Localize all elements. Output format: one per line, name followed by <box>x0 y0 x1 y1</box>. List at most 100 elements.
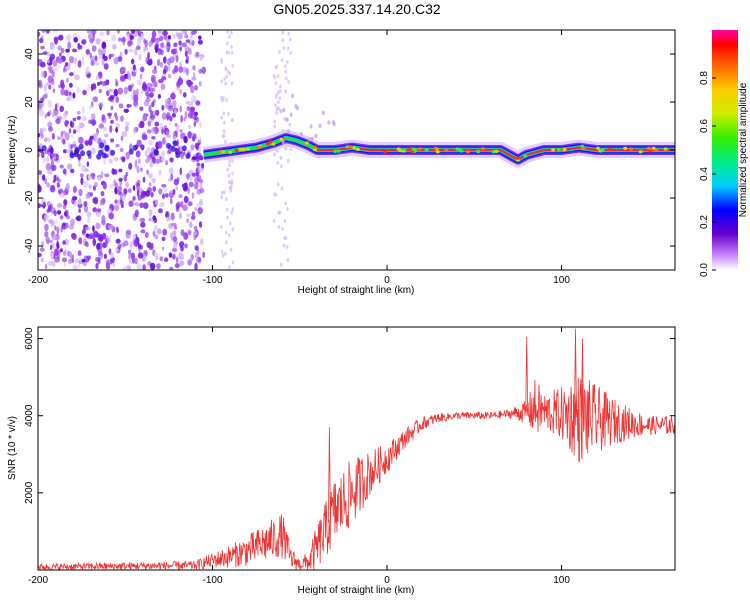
spectrogram-noise-dot <box>38 153 41 157</box>
spectrogram-noise-dot <box>279 109 283 114</box>
spectrogram-noise-dot <box>193 182 199 190</box>
spectrogram-noise-dot <box>231 63 234 68</box>
spectrogram-noise-dot <box>110 252 114 259</box>
spectrogram-noise-dot <box>134 159 138 167</box>
spectrogram-noise-dot <box>142 83 148 92</box>
spectrogram-noise-dot <box>101 81 105 87</box>
spectrogram-noise-dot <box>176 125 180 133</box>
spectrogram-y-tick-label: 20 <box>24 96 35 108</box>
spectrogram-noise-dot <box>60 83 65 89</box>
spectrogram-noise-dot <box>148 149 153 154</box>
spectrogram-noise-dot <box>230 45 233 49</box>
spectrogram-noise-dot <box>141 134 148 141</box>
spectrogram-noise-dot <box>191 172 197 177</box>
spectrogram-noise-dot <box>66 34 72 41</box>
spectrogram-noise-dot <box>167 178 172 183</box>
spectrogram-noise-dot <box>191 30 196 36</box>
spectrogram-noise-dot <box>176 176 180 182</box>
spectrogram-noise-dot <box>122 39 126 46</box>
spectrogram-noise-dot <box>91 147 96 155</box>
spectrogram-noise-dot <box>286 258 290 263</box>
spectrogram-noise-dot <box>183 136 188 144</box>
spectrogram-noise-dot <box>98 123 105 129</box>
spectrogram-noise-dot <box>103 253 107 259</box>
spectrogram-noise-dot <box>184 111 188 119</box>
spectrogram-noise-dot <box>139 73 143 80</box>
spectrogram-noise-dot <box>191 95 197 103</box>
spectrogram-noise-dot <box>41 240 45 248</box>
spectrogram-noise-dot <box>220 225 223 230</box>
colorbar-label: Normalized spectral amplitude <box>738 82 749 217</box>
spectrogram-noise-dot <box>78 136 84 144</box>
spectrogram-noise-dot <box>87 217 91 224</box>
spectrogram-noise-dot <box>62 222 67 227</box>
spectrogram-noise-dot <box>126 103 130 109</box>
spectrogram-ridge-blob <box>651 146 656 150</box>
spectrogram-noise-dot <box>221 98 224 103</box>
spectrogram-noise-dot <box>138 54 142 61</box>
spectrogram-noise-dot <box>78 237 83 245</box>
spectrogram-noise-dot <box>132 234 136 239</box>
spectrogram-ridge-blob <box>581 147 586 151</box>
spectrogram-noise-dot <box>56 226 60 235</box>
spectrogram-ridge-blob <box>476 149 481 154</box>
spectrogram-noise-dot <box>81 39 87 45</box>
spectrogram-noise-dot <box>112 43 117 50</box>
spectrogram-noise-dot <box>72 144 77 149</box>
spectrogram-noise-dot <box>199 187 205 194</box>
spectrogram-noise-dot <box>171 248 178 253</box>
spectrogram-noise-dot <box>124 86 128 95</box>
spectrogram-noise-dot <box>191 192 195 199</box>
spectrogram-noise-dot <box>193 225 198 230</box>
spectrogram-noise-dot <box>284 236 288 241</box>
spectrogram-noise-dot <box>57 210 62 215</box>
spectrogram-noise-dot <box>101 116 107 124</box>
spectrogram-noise-dot <box>69 251 73 259</box>
spectrogram-noise-dot <box>285 244 289 249</box>
spectrogram-noise-dot <box>228 159 231 164</box>
spectrogram-noise-dot <box>128 48 134 53</box>
spectrogram-noise-dot <box>116 30 121 34</box>
spectrogram-noise-dot <box>136 139 142 147</box>
spectrogram-noise-dot <box>47 99 53 108</box>
spectrogram-noise-dot <box>76 116 82 120</box>
spectrogram-noise-dot <box>152 215 156 221</box>
spectrogram-noise-dot <box>38 109 44 117</box>
spectrogram-noise-dot <box>44 214 50 221</box>
spectrogram-ridge-blob <box>646 146 651 150</box>
spectrogram-y-tick-label: -40 <box>24 238 35 253</box>
spectrogram-noise-dot <box>199 120 202 129</box>
spectrogram-noise-dot <box>56 243 60 250</box>
spectrogram-noise-dot <box>54 248 59 256</box>
spectrogram-noise-dot <box>188 181 194 188</box>
spectrogram-noise-dot <box>224 66 227 71</box>
spectrogram-noise-dot <box>104 133 109 138</box>
spectrogram-noise-dot <box>143 38 147 44</box>
spectrogram-noise-dot <box>61 257 67 263</box>
spectrogram-noise-dot <box>202 251 206 259</box>
spectrogram-noise-dot <box>77 162 82 168</box>
spectrogram-ridge-blob <box>444 148 449 152</box>
spectrogram-ridge-blob <box>551 148 556 152</box>
spectrogram-ridge-blob <box>246 147 250 151</box>
spectrogram-noise-dot <box>288 122 292 127</box>
spectrogram-noise-dot <box>163 56 167 64</box>
spectrogram-noise-dot <box>228 71 232 76</box>
spectrogram-noise-dot <box>162 137 166 145</box>
spectrogram-ridge-blob <box>411 147 416 151</box>
spectrogram-noise-dot <box>274 94 278 99</box>
spectrogram-noise-dot <box>164 257 169 263</box>
spectrogram-noise-dot <box>45 30 50 34</box>
spectrogram-noise-dot <box>225 197 228 202</box>
spectrogram-noise-dot <box>165 211 170 219</box>
spectrogram-noise-dot <box>99 142 105 149</box>
colorbar-ticks: 0.0 0.2 0.4 0.6 0.8 <box>699 71 716 277</box>
spectrogram-noise-dot <box>42 174 46 182</box>
spectrogram-noise-dot <box>52 67 58 73</box>
spectrogram-noise-dot <box>103 126 107 132</box>
spectrogram-noise-dot <box>187 124 192 129</box>
spectrogram-noise-dot <box>225 207 229 212</box>
spectrogram-noise-dot <box>183 202 189 211</box>
spectrogram-noise-dot <box>183 232 189 240</box>
